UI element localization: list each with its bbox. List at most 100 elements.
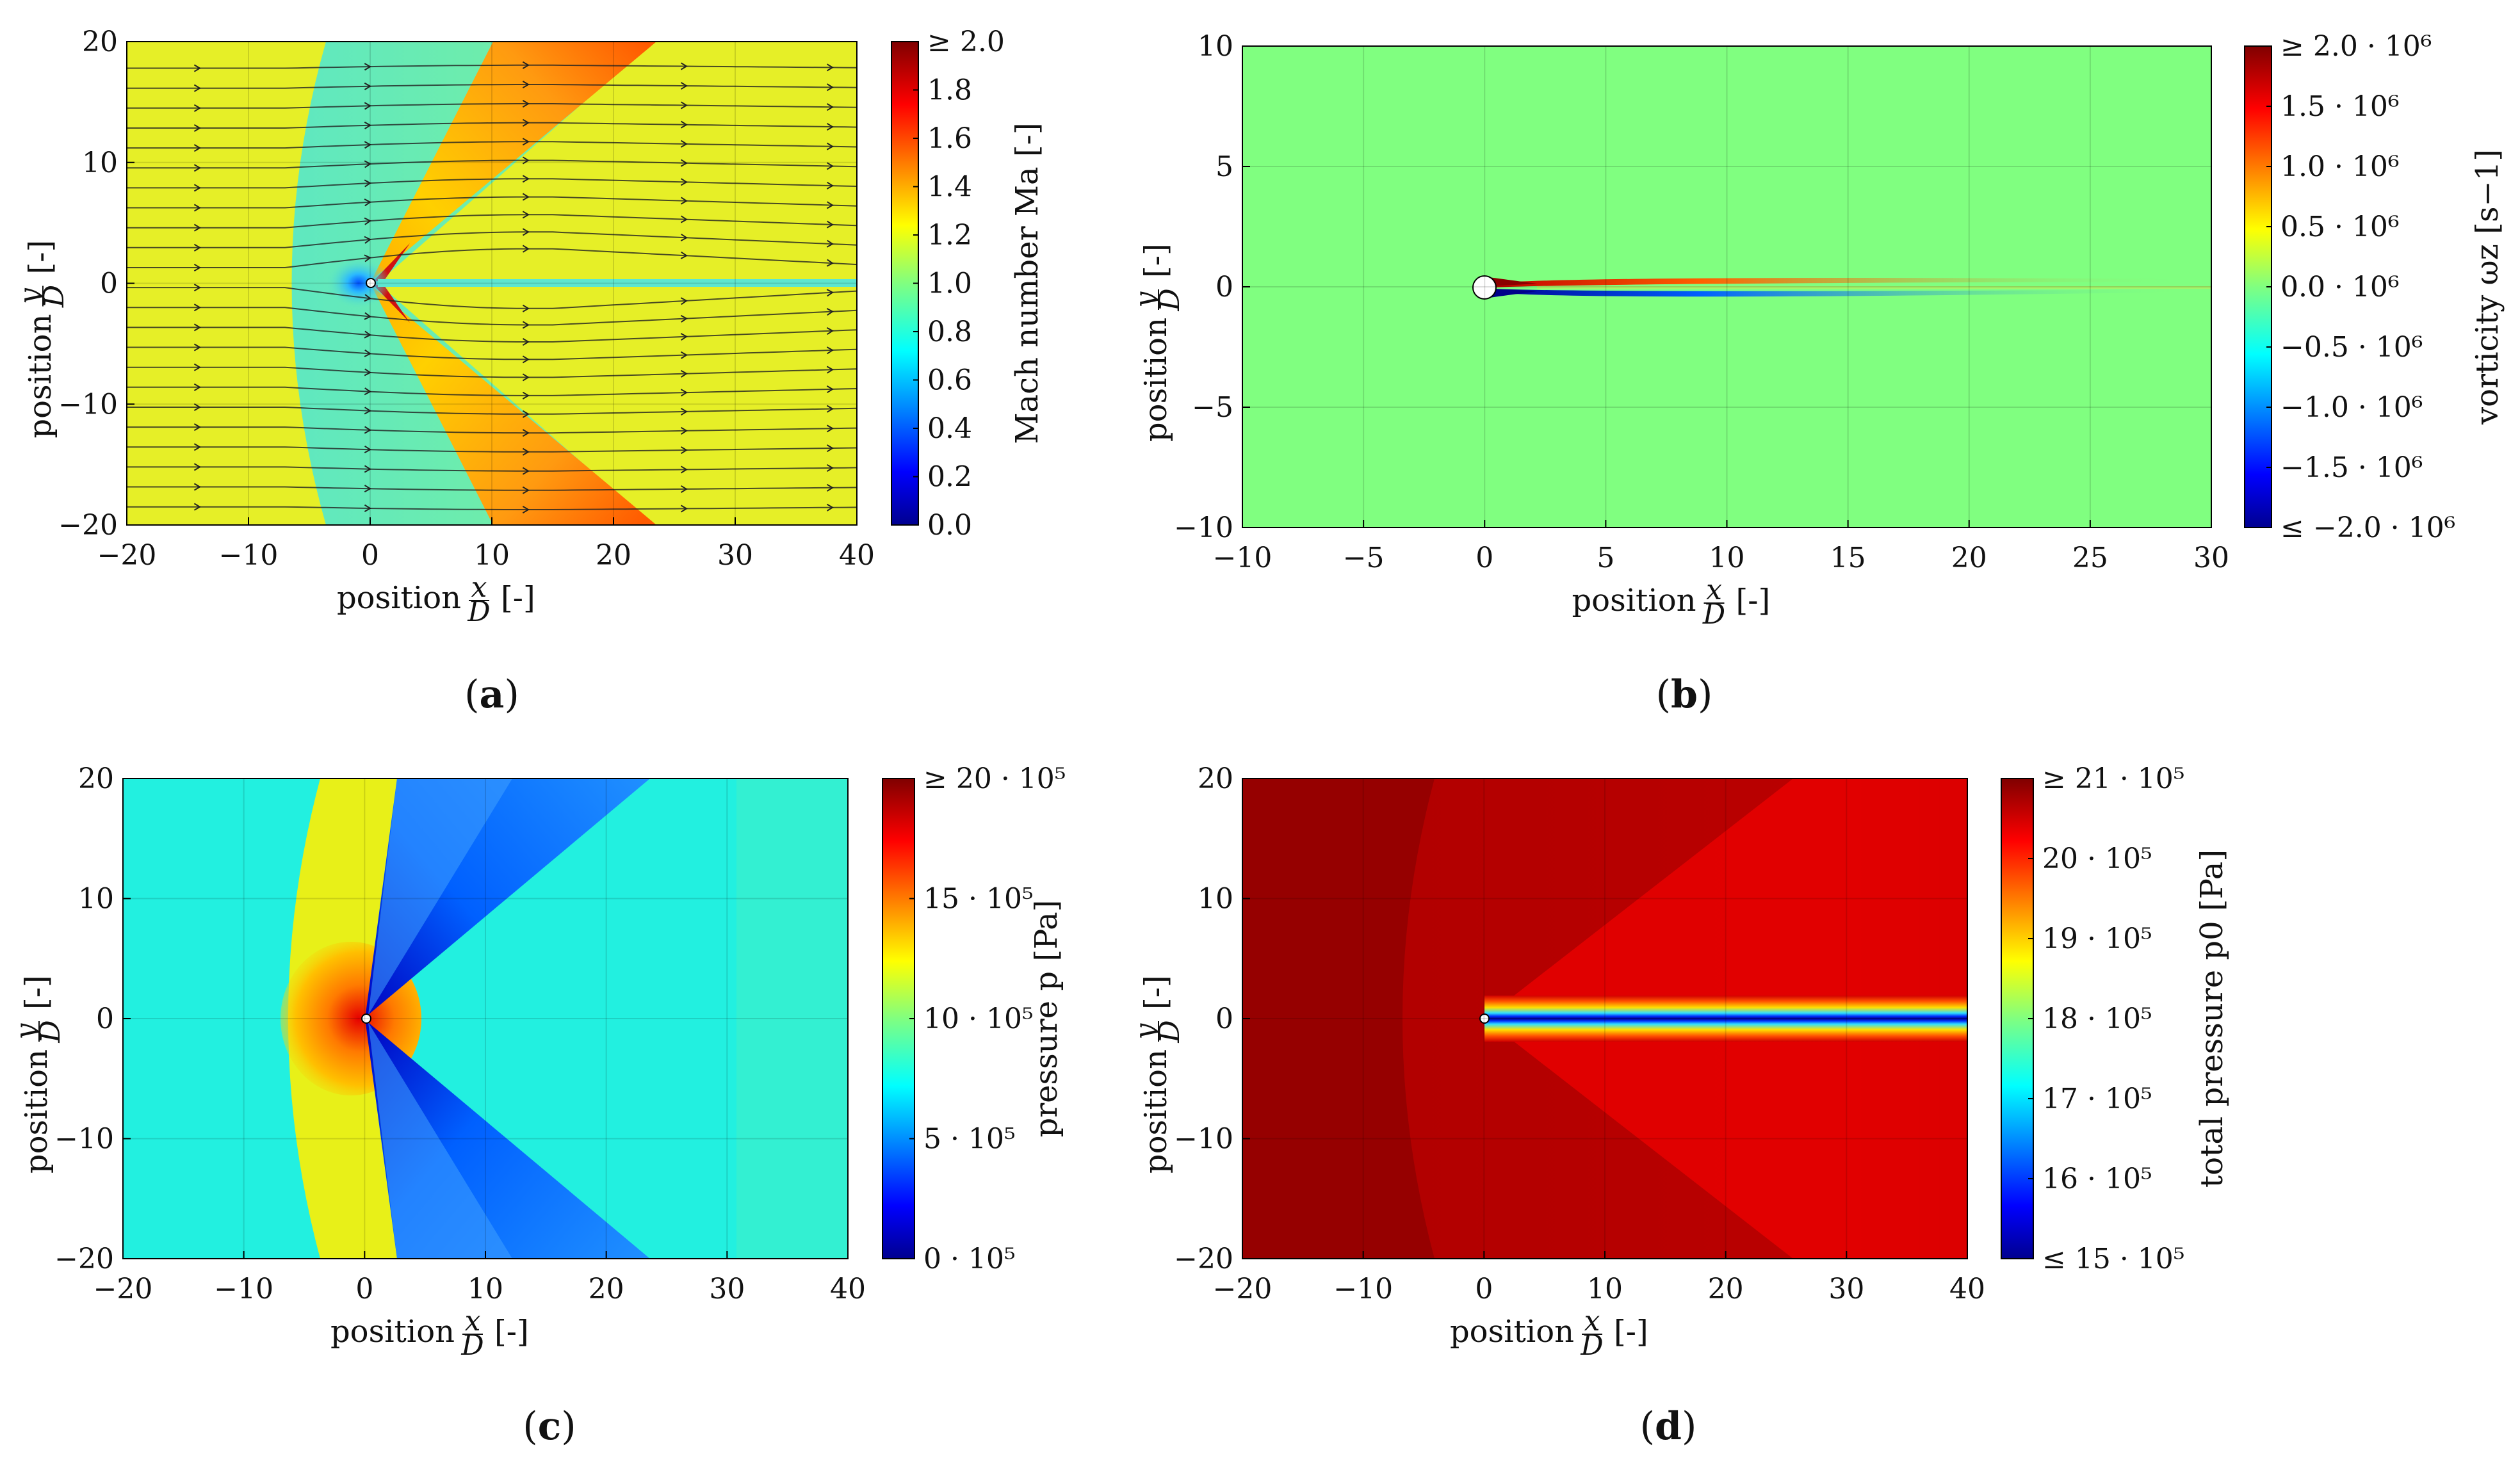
x-tick-label: −10 — [1213, 542, 1272, 574]
colorbar-tick-label: 5 · 10⁵ — [923, 1123, 1016, 1156]
streamline — [127, 248, 858, 268]
streamline — [127, 122, 858, 129]
streamline-arrow — [680, 446, 688, 455]
streamline-arrow — [680, 140, 688, 148]
streamline-arrow — [193, 204, 201, 212]
streamline-arrow — [193, 124, 201, 132]
x-axis-label-text: position — [1572, 583, 1696, 618]
wake-region — [378, 279, 857, 287]
x-frac-den: D — [1702, 598, 1725, 631]
x-axis-unit: [-] — [1614, 1314, 1648, 1350]
x-tick-label: 10 — [467, 1273, 503, 1305]
x-tick-label: −10 — [214, 1273, 273, 1305]
y-tick-label: 20 — [1198, 763, 1233, 795]
y-frac-num: y — [13, 287, 46, 305]
colorbar-tick-label: ≤ 15 · 10⁵ — [2042, 1243, 2184, 1275]
x-tick-label: 30 — [717, 539, 753, 572]
x-tick-label: 0 — [361, 539, 379, 572]
y-tick-label: 0 — [1215, 1003, 1233, 1035]
streamline-arrow — [680, 465, 688, 474]
streamline — [127, 287, 858, 309]
expansion-fan-lower — [371, 286, 656, 525]
y-frac-den: D — [38, 285, 70, 308]
streamline — [127, 231, 858, 248]
streamline-arrow — [193, 443, 201, 451]
x-tick-label: 30 — [709, 1273, 745, 1305]
streamline-arrow — [680, 159, 688, 167]
x-axis-label: position xD [-] — [337, 571, 535, 628]
colorbar: ≥ 2.0 1.8 1.6 1.4 1.2 1.0 0.8 0.6 0.4 0.2 0.0 Mach … — [891, 26, 1045, 542]
streamline-arrow — [522, 245, 530, 253]
streamline-arrow — [364, 445, 371, 453]
x-tick-label: 10 — [1587, 1273, 1623, 1305]
y-tick-label: 10 — [1198, 883, 1233, 916]
streamline-arrow — [680, 504, 688, 513]
streamline-arrow — [826, 327, 834, 335]
boundary-layer-lower — [1484, 289, 1537, 298]
caption-paren-open: ( — [1640, 1404, 1655, 1449]
streamline-arrow — [522, 486, 530, 494]
y-axis-label: position yD [-] — [1129, 243, 1186, 442]
panel-c-pressure — [122, 778, 849, 1259]
y-frac-num: y — [1129, 291, 1162, 309]
y-tick-label: −20 — [54, 1243, 114, 1275]
streamline-arrow — [680, 178, 688, 186]
colorbar-tick-label: 0.0 · 10⁶ — [2280, 271, 2400, 303]
x-tick-label: −10 — [219, 539, 279, 572]
streamline-arrow — [522, 211, 530, 219]
wake-centerline — [1537, 286, 2211, 289]
y-tick-label: −20 — [1174, 1243, 1233, 1275]
streamline-arrow — [364, 294, 371, 302]
colorbar-tick-label: 1.0 — [927, 268, 972, 300]
colorbar-tick-label: −0.5 · 10⁶ — [2280, 331, 2423, 364]
x-axis-label: position xD [-] — [1572, 574, 1770, 631]
streamline — [127, 159, 858, 169]
colorbar-tick-label: 0.5 · 10⁶ — [2280, 211, 2400, 243]
panel-caption: (c) — [523, 1404, 576, 1449]
streamline-arrow — [193, 383, 201, 391]
panel-caption: (a) — [464, 672, 519, 717]
streamline-arrow — [522, 391, 530, 400]
y-tick-label: 5 — [1215, 150, 1233, 183]
x-tick-label: 15 — [1830, 542, 1866, 574]
streamline — [127, 327, 858, 343]
colorbar-tick-label: −1.0 · 10⁶ — [2280, 391, 2423, 424]
y-axis-unit: [-] — [1138, 243, 1174, 278]
streamline-arrow — [193, 284, 201, 292]
caption-letter: b — [1671, 672, 1698, 717]
streamline-arrow — [826, 405, 834, 413]
stagnation-region — [327, 257, 391, 309]
x-axis-label-text: position — [1450, 1314, 1574, 1350]
y-axis-label-text: position — [19, 1049, 54, 1174]
y-tick-label: 10 — [1198, 30, 1233, 63]
x-axis-label: position xD [-] — [330, 1305, 529, 1362]
x-tick-label: 30 — [1828, 1273, 1864, 1305]
x-frac-num: x — [1706, 574, 1722, 606]
y-axis-label: position yD [-] — [13, 240, 70, 439]
x-frac-num: x — [465, 1305, 481, 1337]
streamline-arrow — [680, 233, 688, 241]
shear-layer-upper — [1492, 278, 2190, 287]
cylinder — [361, 1013, 371, 1024]
streamline-arrow — [680, 351, 688, 359]
colorbar-tick-label: 20 · 10⁵ — [2042, 843, 2152, 875]
streamline-arrow — [193, 164, 201, 172]
streamline-arrow — [522, 338, 530, 346]
colorbar-gradient — [2001, 778, 2034, 1259]
colorbar-label: Mach number Ma [-] — [1009, 122, 1045, 444]
streamline-arrow — [364, 330, 371, 339]
streamline-arrow — [364, 312, 371, 320]
streamline-arrow — [522, 429, 530, 437]
streamlines — [127, 61, 858, 514]
streamline-arrow — [193, 104, 201, 112]
x-tick-label: 10 — [474, 539, 510, 572]
x-tick-label: −5 — [1343, 542, 1385, 574]
wake-core — [1484, 996, 1967, 1042]
x-tick-label: 10 — [1709, 542, 1745, 574]
streamline-arrow — [680, 333, 688, 341]
colorbar-tick-label: ≥ 21 · 10⁵ — [2042, 763, 2184, 795]
